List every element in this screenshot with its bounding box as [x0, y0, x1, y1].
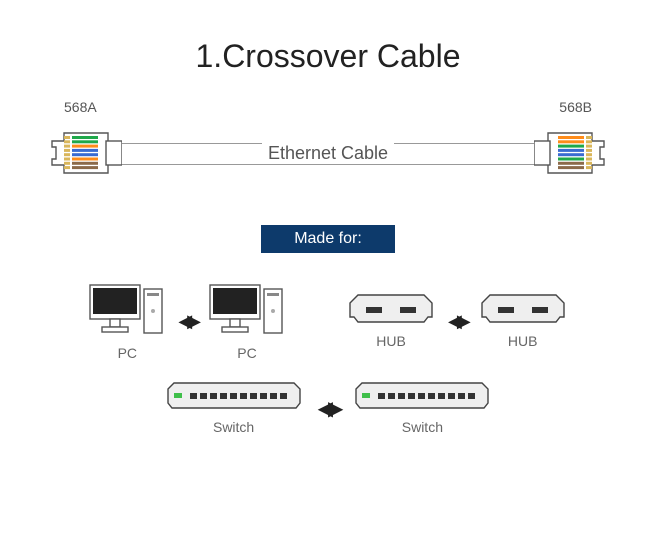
switch-icon: [352, 381, 492, 413]
device-label: PC: [118, 345, 137, 361]
devices-row-1: PC ◀▶ PC HUB ◀▶ HUB: [0, 281, 656, 361]
bidirectional-arrow-icon: ◀▶: [178, 311, 196, 332]
pc-device: PC: [208, 281, 286, 361]
hub-device: HUB: [346, 293, 436, 349]
bidirectional-arrow-icon: ◀▶: [448, 311, 466, 332]
switch-icon: [164, 381, 304, 413]
device-label: HUB: [508, 333, 538, 349]
rj45-connector-left-icon: [50, 127, 122, 179]
cable-diagram: 568A 568B Ethernet Cable: [0, 121, 656, 211]
pc-icon: [88, 281, 166, 339]
made-for-badge: Made for:: [261, 225, 395, 253]
hub-icon: [346, 293, 436, 327]
pc-icon: [208, 281, 286, 339]
device-label: PC: [237, 345, 256, 361]
cable-label: Ethernet Cable: [262, 143, 394, 164]
hub-device: HUB: [478, 293, 568, 349]
hub-icon: [478, 293, 568, 327]
switch-device: Switch: [164, 381, 304, 435]
device-label: Switch: [213, 419, 254, 435]
page-title: 1.Crossover Cable: [0, 38, 656, 75]
ethernet-cable-line: Ethernet Cable: [122, 143, 534, 165]
pc-device: PC: [88, 281, 166, 361]
connector-right-label: 568B: [559, 99, 592, 115]
bidirectional-arrow-icon: ◀▶: [318, 396, 339, 421]
device-label: HUB: [376, 333, 406, 349]
devices-section: PC ◀▶ PC HUB ◀▶ HUB Switch ◀▶ Switch: [0, 281, 656, 481]
connector-left-label: 568A: [64, 99, 97, 115]
device-label: Switch: [402, 419, 443, 435]
switch-device: Switch: [352, 381, 492, 435]
devices-row-2: Switch ◀▶ Switch: [0, 381, 656, 435]
rj45-connector-right-icon: [534, 127, 606, 179]
